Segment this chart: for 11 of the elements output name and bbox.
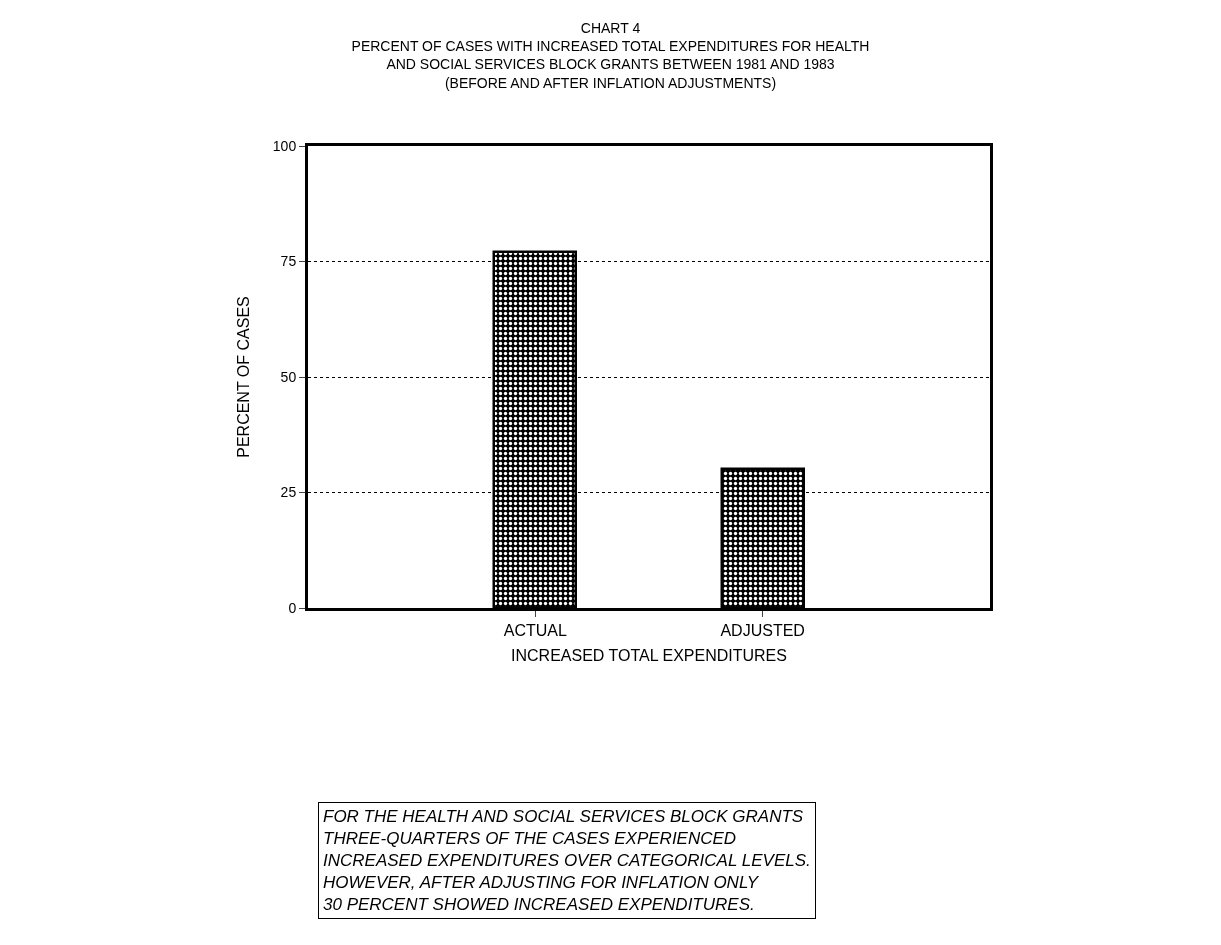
- x-tick-label: ACTUAL: [503, 622, 567, 640]
- text: FOR THE HEALTH AND SOCIAL SERVICES BLOCK GRANTS THREE-QUARTERS OF THE CASES EXPERIENCED INCREASED EXPENDITURES OVER CATEGORICAL LEVELS. HOWEVER, AFTER ADJUSTING FOR INFLATION ONLY 30 PERCENT SHOWED INCREASED EXPENDITURES.: [323, 807, 811, 915]
- y-tick-label: 50: [280, 368, 297, 385]
- y-tick-label: 75: [280, 253, 297, 270]
- x-axis-title: INCREASED TOTAL EXPENDITURES: [511, 646, 787, 664]
- y-axis-title: PERCENT OF CASES: [234, 296, 252, 458]
- y-tick-label: 100: [272, 137, 297, 154]
- y-tick-label: 25: [280, 484, 297, 501]
- y-tick-label: 0: [288, 599, 297, 616]
- x-tick-label: ADJUSTED: [720, 622, 805, 640]
- chart-title: CHART 4 PERCENT OF CASES WITH INCREASED TOTAL EXPENDITURES FOR HEALTH AND SOCIAL SERVICES BLOCK GRANTS BETWEEN 1981 AND 1983 (BEFORE AND AFTER INFLATION ADJUSTMENTS): [351, 20, 870, 91]
